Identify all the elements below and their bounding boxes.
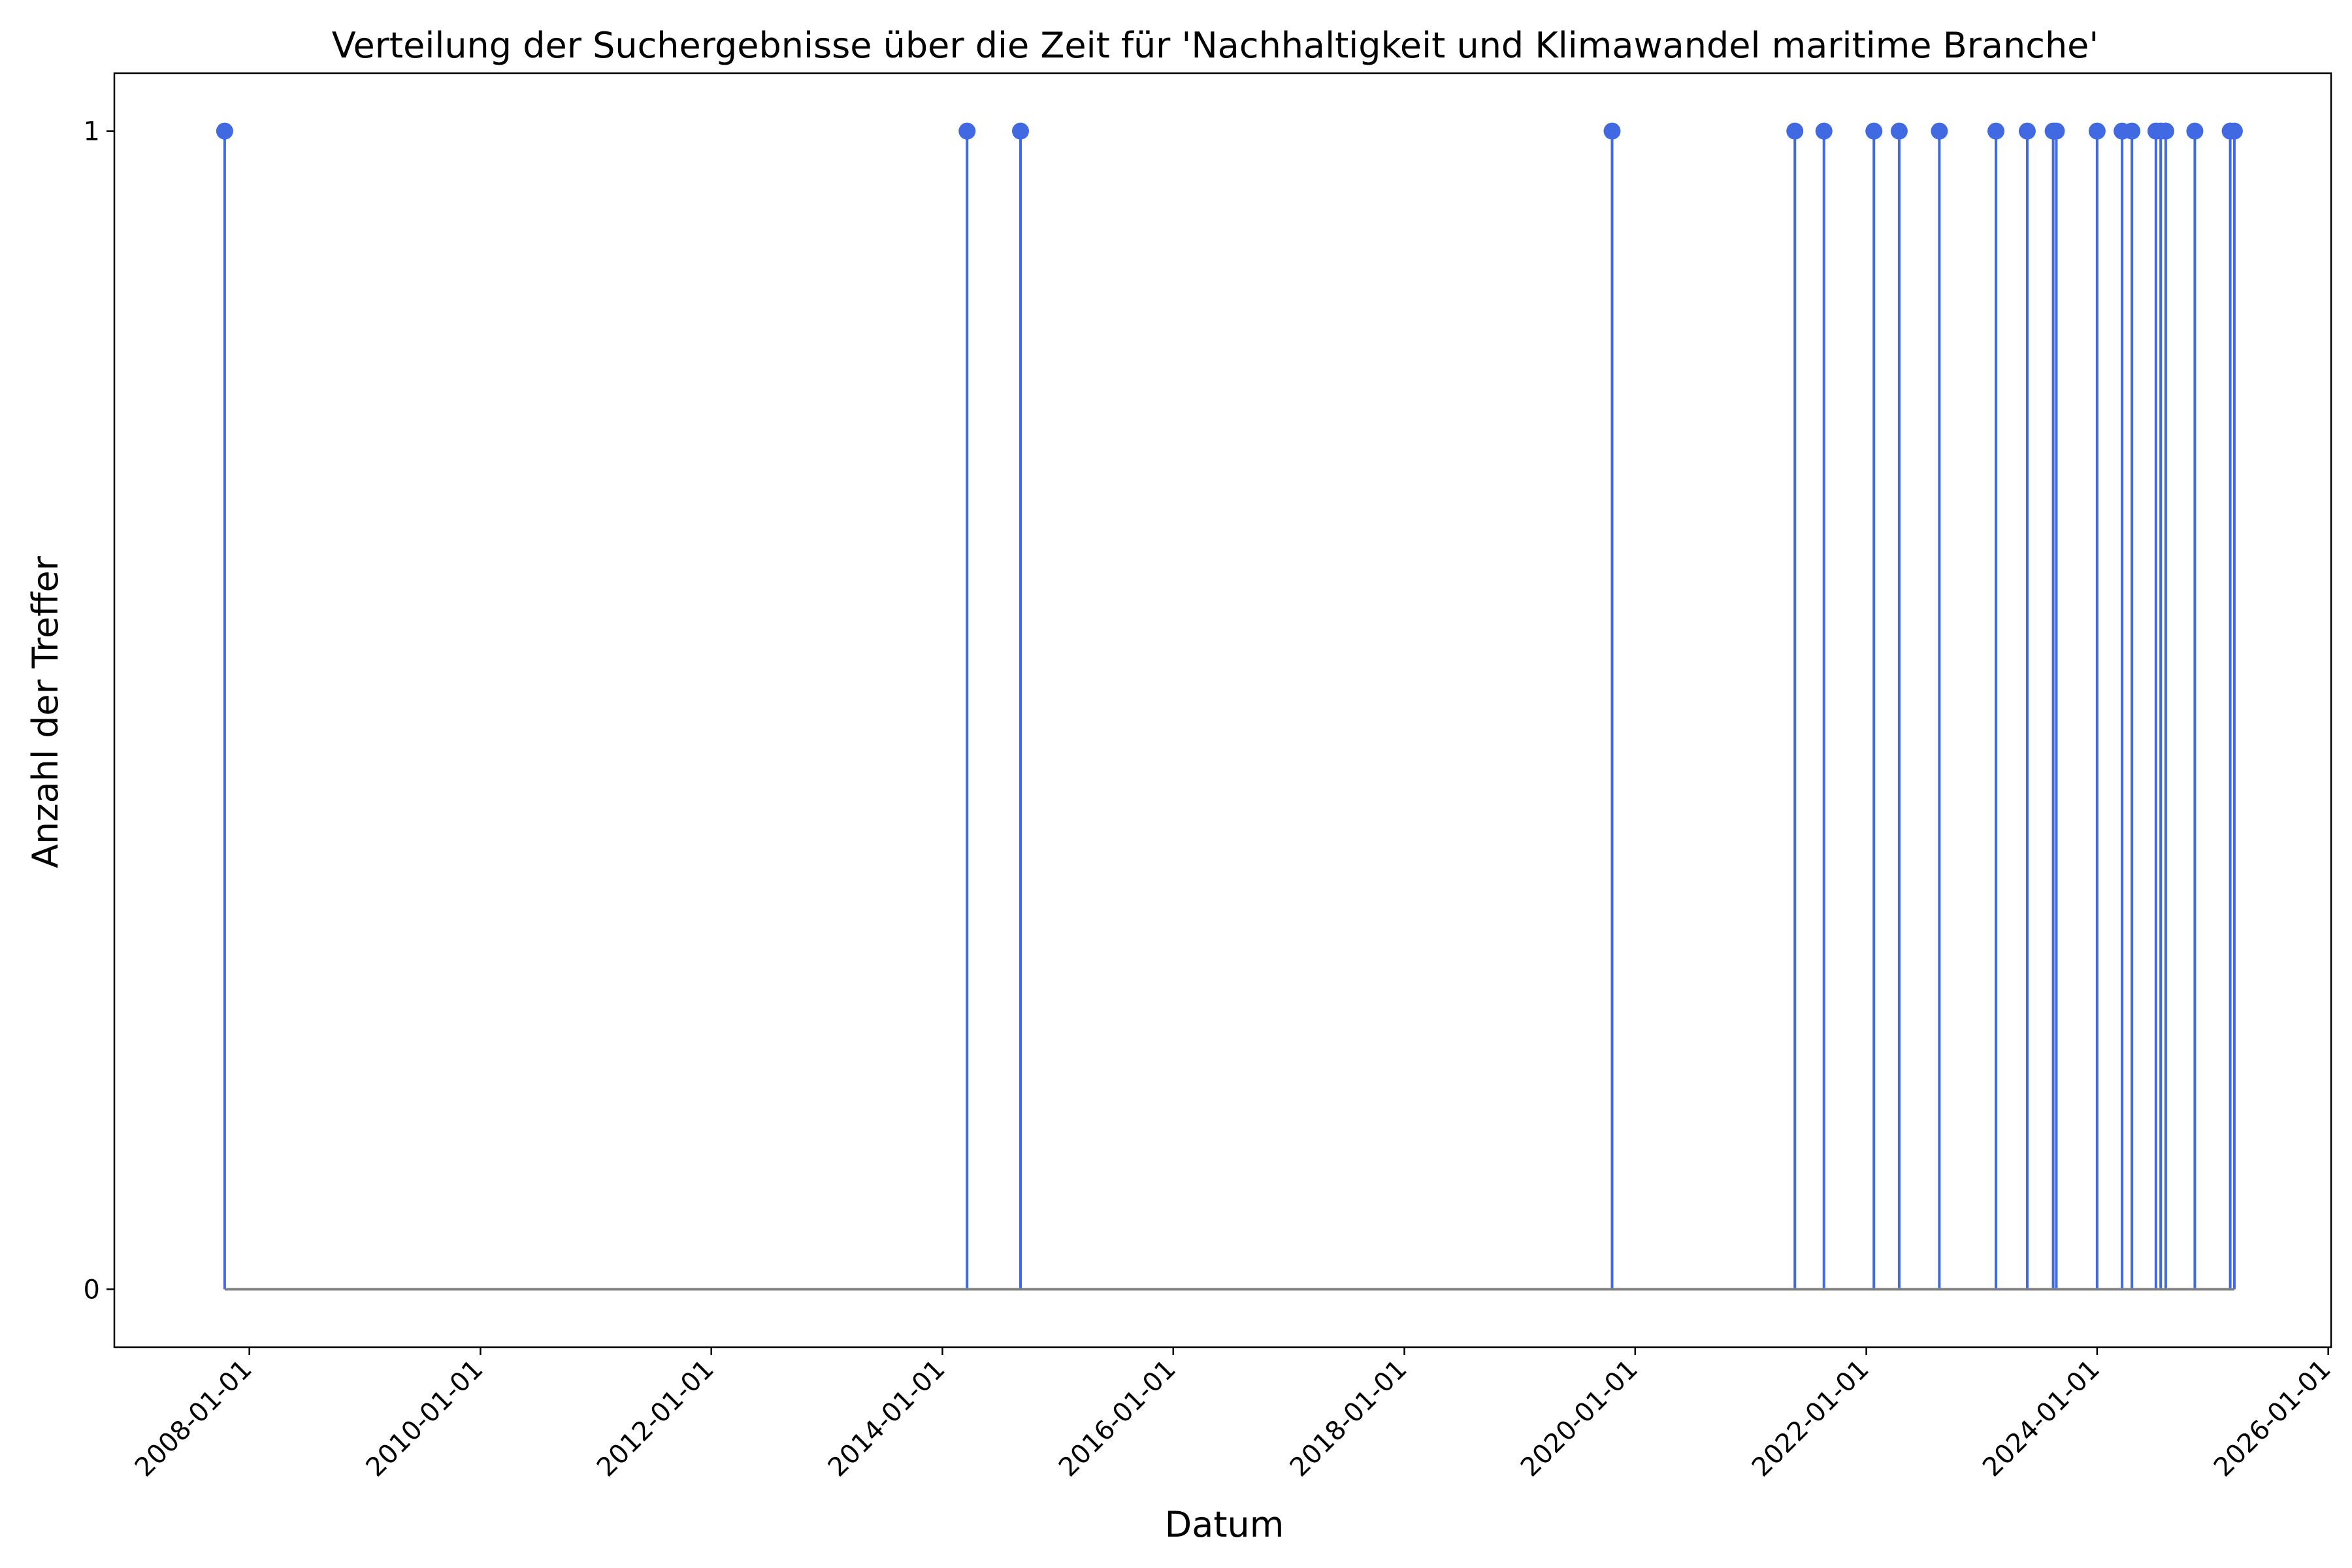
stem-marker <box>1987 122 2005 140</box>
stem-marker <box>1865 122 1883 140</box>
stem-marker <box>2186 122 2204 140</box>
stem-marker <box>2088 122 2106 140</box>
stem-marker <box>2018 122 2036 140</box>
stem-marker <box>1890 122 1908 140</box>
stem-marker <box>2048 122 2065 140</box>
stem-marker <box>1012 122 1030 140</box>
stem-marker <box>1931 122 1948 140</box>
stem-marker <box>2225 122 2243 140</box>
stem-marker <box>1603 122 1621 140</box>
y-axis-label: Anzahl der Treffer <box>25 555 66 868</box>
stem-marker <box>2123 122 2141 140</box>
stem-marker <box>958 122 976 140</box>
y-axis: 01 <box>84 117 114 1305</box>
plot-frame <box>113 72 2332 1348</box>
chart-title: Verteilung der Suchergebnisse über die Z… <box>332 25 2099 66</box>
stem-marker <box>1815 122 1833 140</box>
stem-series <box>216 122 2243 1291</box>
stem-marker <box>2157 122 2174 140</box>
y-tick-label: 0 <box>84 1275 100 1305</box>
y-tick-label: 1 <box>84 117 100 147</box>
stem-marker <box>216 122 233 140</box>
x-axis-label: Datum <box>1165 1504 1284 1545</box>
stem-marker <box>1786 122 1804 140</box>
